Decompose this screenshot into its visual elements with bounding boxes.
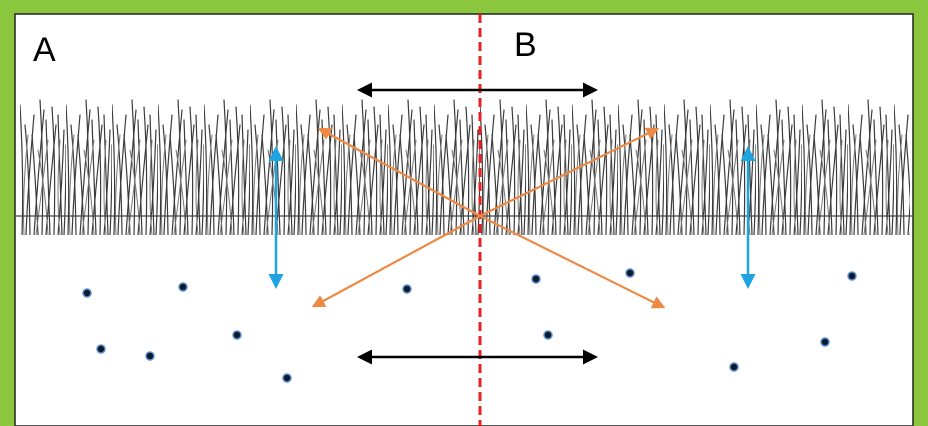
seed (543, 330, 553, 340)
label-b: B (514, 26, 537, 64)
seeds (82, 268, 857, 383)
seed (96, 344, 106, 354)
arrow (479, 127, 660, 217)
grass (20, 95, 910, 235)
seed (847, 271, 857, 281)
arrow (311, 215, 481, 308)
seed (625, 268, 635, 278)
seed (145, 351, 155, 361)
seed (282, 373, 292, 383)
diagonal-arrows (311, 127, 666, 309)
label-a: A (33, 31, 56, 69)
arrow (317, 127, 481, 217)
seed (82, 288, 92, 298)
seed (178, 282, 188, 292)
arrow (479, 215, 666, 309)
seed (820, 337, 830, 347)
seed (232, 330, 242, 340)
seed (531, 274, 541, 284)
horizontal-arrows (357, 82, 598, 365)
seed (729, 362, 739, 372)
seed (402, 284, 412, 294)
vertical-arrows (268, 146, 756, 289)
